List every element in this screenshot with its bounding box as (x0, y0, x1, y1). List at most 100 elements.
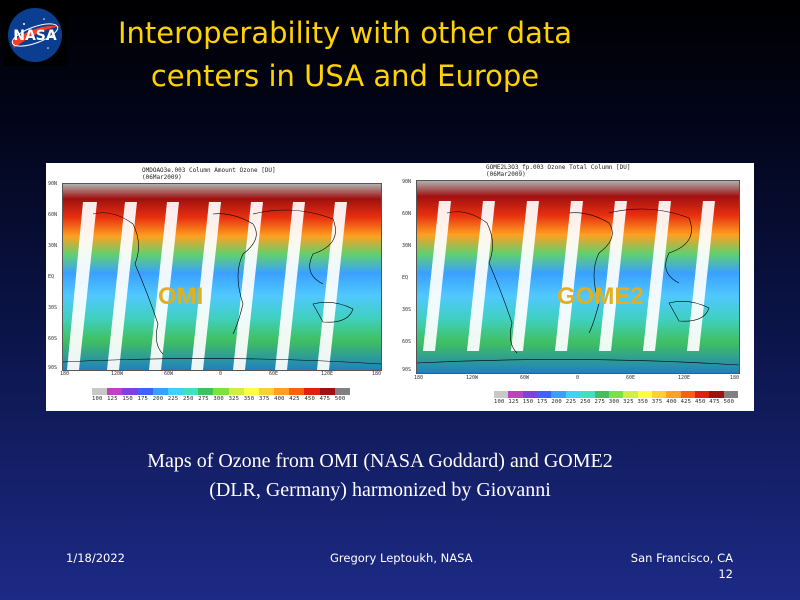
title-line-1: Interoperability with other data (118, 16, 572, 50)
colorbar-tick-label: 200 (551, 399, 562, 405)
omi-colorbar (92, 388, 350, 395)
colorbar-tick-label: 450 (694, 399, 706, 405)
footer-author: Gregory Leptoukh, NASA (330, 551, 473, 565)
omi-lat-tick: 30N (48, 243, 58, 249)
colorbar-swatch (508, 391, 523, 398)
colorbar-tick-label: 400 (274, 396, 285, 402)
colorbar-tick-label: 275 (198, 396, 209, 402)
slide-number: 12 (718, 567, 733, 581)
gome2-lon-tick: 120E (678, 375, 691, 381)
colorbar-tick-label: 300 (213, 396, 224, 402)
omi-lat-tick: 60S (48, 336, 58, 342)
omi-lat-tick: 60N (48, 212, 58, 218)
colorbar-tick-label: 350 (637, 399, 649, 405)
colorbar-swatch (213, 388, 229, 395)
title-line-2: centers in USA and Europe (150, 59, 540, 93)
gome2-ozone-map (416, 180, 740, 374)
colorbar-swatch (107, 388, 123, 395)
colorbar-tick-label: 125 (107, 396, 118, 402)
omi-lon-tick: 60W (164, 371, 174, 377)
gome2-lon-tick: 180 (414, 375, 424, 381)
colorbar-tick-label: 375 (651, 399, 663, 405)
colorbar-tick-label: 425 (680, 399, 692, 405)
gome2-lat-tick: 30S (402, 307, 412, 313)
omi-plot-title-line-1: OMDOAO3e.003 Column Amount Ozone [DU] (142, 167, 276, 174)
colorbar-swatch (666, 391, 681, 398)
colorbar-tick-label: 300 (608, 399, 620, 405)
omi-lat-tick: EQ (48, 274, 55, 280)
colorbar-tick-label: 425 (289, 396, 300, 402)
colorbar-tick-label: 475 (319, 396, 331, 402)
nasa-logo: NASA (4, 4, 66, 66)
caption-line-1: Maps of Ozone from OMI (NASA Goddard) an… (147, 450, 613, 472)
gome2-map-label: GOME2 (557, 283, 644, 310)
gome2-map-panel: GOME2L3O3_fp.003 Ozone Total Column [DU]… (400, 163, 754, 411)
colorbar-tick-label: 400 (666, 399, 677, 405)
omi-lon-tick: 120E (321, 371, 334, 377)
colorbar-swatch (122, 388, 138, 395)
gome2-plot-title-line-1: GOME2L3O3_fp.003 Ozone Total Column [DU] (486, 164, 631, 171)
colorbar-swatch (183, 388, 199, 395)
omi-ozone-map (62, 183, 382, 371)
gome2-colorbar (494, 391, 739, 398)
colorbar-tick-label: 500 (723, 399, 735, 405)
gome2-lat-tick: 60S (402, 339, 412, 345)
gome2-plot-title-line-2: (06Mar2009) (486, 171, 526, 178)
colorbar-swatch (608, 391, 624, 398)
colorbar-tick-label: 475 (709, 399, 720, 405)
omi-map-panel: OMDOAO3e.003 Column Amount Ozone [DU] (0… (46, 163, 400, 411)
slide-title: Interoperability with other data centers… (80, 12, 610, 98)
colorbar-tick-label: 125 (508, 399, 519, 405)
colorbar-tick-label: 150 (122, 396, 133, 402)
nasa-logo-text: NASA (13, 28, 57, 44)
colorbar-swatch (623, 391, 638, 398)
colorbar-swatch (537, 391, 552, 398)
colorbar-swatch (137, 388, 153, 395)
omi-lon-tick: 180 (372, 371, 382, 377)
figure-caption: Maps of Ozone from OMI (NASA Goddard) an… (60, 447, 700, 505)
colorbar-swatch (289, 388, 305, 395)
colorbar-tick-label: 175 (537, 399, 548, 405)
gome2-lon-tick: 60E (626, 375, 636, 381)
gome2-lat-tick: 90S (402, 367, 412, 373)
gome2-lon-tick: 120W (466, 375, 479, 381)
colorbar-swatch (594, 391, 609, 398)
colorbar-swatch (723, 391, 739, 398)
colorbar-swatch (695, 391, 710, 398)
gome2-lat-tick: 30N (402, 243, 412, 249)
gome2-plot-title: GOME2L3O3_fp.003 Ozone Total Column [DU]… (486, 164, 631, 178)
omi-lon-tick: 120W (111, 371, 124, 377)
gome2-lon-tick: 60W (520, 375, 530, 381)
colorbar-swatch (651, 391, 667, 398)
ozone-maps-figure: OMDOAO3e.003 Column Amount Ozone [DU] (0… (46, 163, 754, 411)
footer-date: 1/18/2022 (66, 551, 125, 565)
colorbar-tick-label: 250 (183, 396, 194, 402)
colorbar-tick-label: 200 (152, 396, 164, 402)
footer-location-block: San Francisco, CA 12 (560, 550, 733, 582)
colorbar-tick-label: 375 (258, 396, 270, 402)
omi-lat-tick: 90N (48, 181, 58, 187)
colorbar-tick-label: 150 (522, 399, 534, 405)
colorbar-swatch (198, 388, 214, 395)
colorbar-swatch (494, 391, 509, 398)
colorbar-tick-label: 325 (228, 396, 240, 402)
colorbar-swatch (565, 391, 581, 398)
colorbar-swatch (304, 388, 320, 395)
colorbar-tick-label: 275 (594, 399, 606, 405)
colorbar-swatch (522, 391, 538, 398)
colorbar-tick-label: 100 (92, 396, 103, 402)
colorbar-tick-label: 500 (334, 396, 346, 402)
omi-lat-tick: 30S (48, 305, 58, 311)
caption-line-2: (DLR, Germany) harmonized by Giovanni (209, 479, 551, 501)
colorbar-swatch (334, 388, 350, 395)
gome2-lat-tick: 90N (402, 179, 412, 185)
colorbar-swatch (167, 388, 184, 395)
colorbar-swatch (274, 388, 290, 395)
omi-map-label: OMI (158, 283, 204, 310)
colorbar-tick-label: 325 (623, 399, 634, 405)
colorbar-swatch (580, 391, 595, 398)
colorbar-tick-label: 225 (565, 399, 577, 405)
colorbar-swatch (228, 388, 244, 395)
colorbar-swatch (152, 388, 168, 395)
omi-plot-title: OMDOAO3e.003 Column Amount Ozone [DU] (0… (142, 167, 276, 181)
